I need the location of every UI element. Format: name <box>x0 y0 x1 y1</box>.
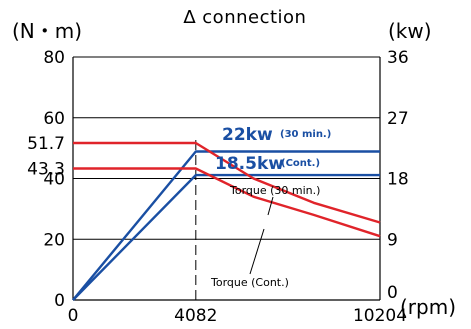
y-left-tick-label: 60 <box>43 109 65 129</box>
series-line-3 <box>73 141 381 224</box>
label-torque-30min: Torque (30 min.) <box>229 184 320 197</box>
y-left-extra-label: 51.7 <box>27 134 65 154</box>
y-right-tick-label: 18 <box>387 170 409 190</box>
y-left-tick-label: 20 <box>43 230 65 250</box>
y-left-tick-label: 40 <box>43 170 65 190</box>
y-right-tick-label: 36 <box>387 48 409 68</box>
y-left-extra-label: 43.3 <box>27 159 65 179</box>
label-torque-cont: Torque (Cont.) <box>210 276 289 289</box>
series-line-1 <box>72 150 380 301</box>
tick-labels: 0 20 40 60 80 51.7 43.3 0 9 18 27 36 0 4082 10204 <box>27 48 409 326</box>
label-power-cont-note: (Cont.) <box>281 158 320 169</box>
label-power-30min: 22kw <box>222 125 273 145</box>
series-lines <box>72 141 381 301</box>
leader-torque-30min <box>267 196 274 216</box>
left-axis-title: (N・m) <box>12 19 82 43</box>
y-right-tick-label: 9 <box>387 230 398 250</box>
right-axis-title: (kw) <box>388 19 432 43</box>
y-left-tick-label: 80 <box>43 48 65 68</box>
series-line-2 <box>72 173 380 301</box>
y-right-tick-label: 0 <box>387 283 398 303</box>
x-axis-title: (rpm) <box>400 295 456 319</box>
x-tick-label: 0 <box>68 306 79 326</box>
leader-torque-cont <box>249 228 265 275</box>
y-left-tick-label: 0 <box>54 291 65 311</box>
grid-lines <box>73 56 381 300</box>
y-right-tick-label: 27 <box>387 109 409 129</box>
x-tick-label: 4082 <box>174 306 217 326</box>
series-line-4 <box>73 167 381 238</box>
label-power-30min-note: (30 min.) <box>280 129 331 140</box>
label-power-cont: 18.5kw <box>215 154 284 174</box>
chart-title: ∆ connection <box>183 7 307 28</box>
axes <box>72 57 381 301</box>
x-tick-label: 10204 <box>353 306 407 326</box>
